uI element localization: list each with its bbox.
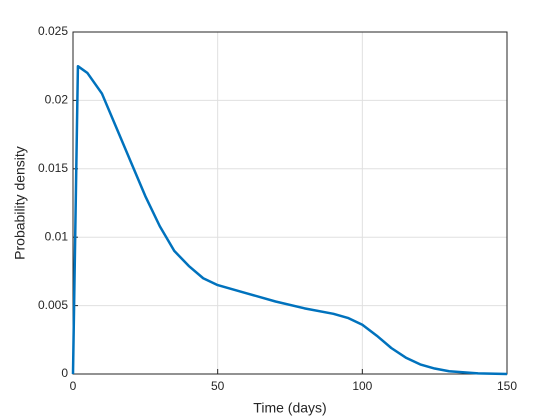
axes-box xyxy=(72,31,508,375)
y-tick-label: 0 xyxy=(61,366,68,380)
y-tick-label: 0.025 xyxy=(38,24,68,38)
x-axis-label: Time (days) xyxy=(253,400,326,416)
y-axis-label: Probability density xyxy=(12,146,28,260)
y-tick-label: 0.01 xyxy=(45,229,69,243)
x-tick-label: 50 xyxy=(211,379,225,393)
data-line xyxy=(71,64,508,376)
x-tick-label: 150 xyxy=(497,379,517,393)
y-tick-label: 0.02 xyxy=(45,93,69,107)
y-tick-label: 0.015 xyxy=(38,161,68,175)
x-tick-label: 0 xyxy=(70,379,77,393)
y-tick-label: 0.005 xyxy=(38,298,68,312)
x-tick-label: 100 xyxy=(352,379,372,393)
